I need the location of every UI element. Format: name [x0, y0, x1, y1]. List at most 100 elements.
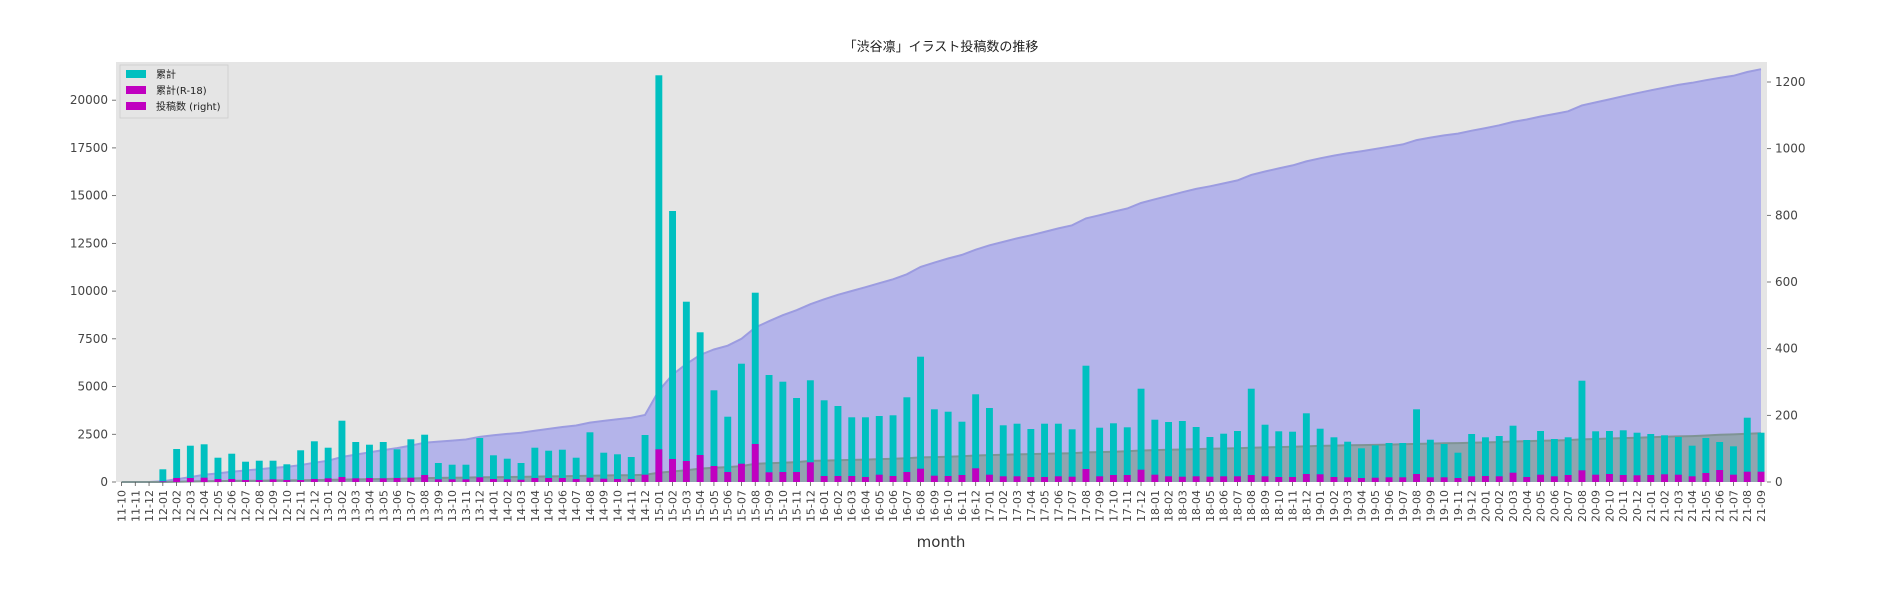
bar-posts: [682, 301, 690, 482]
bar-posts-r18: [1013, 476, 1021, 482]
bar-posts-r18: [765, 472, 773, 482]
x-tick-label: 16-11: [956, 490, 969, 522]
bar-posts: [352, 442, 360, 482]
bar-posts-r18: [1578, 470, 1586, 482]
x-tick-label: 13-11: [460, 490, 473, 522]
right-tick-label: 600: [1775, 275, 1798, 289]
bar-posts: [269, 460, 277, 482]
x-tick-label: 18-11: [1287, 490, 1300, 522]
bar-posts-r18: [159, 481, 167, 482]
bar-posts-r18: [1096, 476, 1104, 482]
bar-posts-r18: [324, 478, 332, 482]
bar-posts-r18: [930, 475, 938, 482]
x-tick-label: 20-11: [1617, 490, 1630, 522]
left-tick-label: 7500: [77, 332, 108, 346]
bar-posts: [1192, 427, 1200, 482]
bar-posts: [820, 400, 828, 482]
bar-layer: [159, 75, 1765, 483]
x-tick-label: 20-05: [1535, 490, 1548, 522]
bar-posts-r18: [1426, 477, 1434, 482]
x-tick-label: 13-03: [350, 490, 363, 522]
x-tick-label: 21-02: [1659, 490, 1672, 522]
bar-posts: [545, 450, 553, 482]
bar-posts: [503, 458, 511, 482]
bar-posts: [614, 454, 621, 482]
x-tick-label: 19-05: [1369, 490, 1382, 522]
x-tick-label: 13-02: [336, 490, 349, 522]
bar-posts-r18: [1716, 470, 1724, 482]
x-tick-label: 16-10: [942, 490, 955, 522]
bar-posts: [324, 447, 332, 482]
bar-posts: [462, 464, 470, 482]
left-tick-label: 5000: [77, 380, 108, 394]
x-tick-label: 16-04: [859, 490, 872, 522]
bar-posts-r18: [1358, 478, 1365, 482]
x-tick-label: 13-04: [363, 490, 376, 522]
bar-posts-r18: [1220, 476, 1228, 482]
bar-posts: [531, 447, 539, 482]
bar-posts: [407, 439, 415, 482]
bar-posts-r18: [944, 476, 952, 482]
bar-posts-r18: [1661, 474, 1668, 482]
x-tick-label: 14-06: [556, 490, 569, 522]
x-tick-label: 16-01: [818, 490, 831, 522]
bar-posts: [1289, 431, 1296, 482]
bar-posts-r18: [724, 472, 732, 482]
bar-posts: [228, 453, 236, 482]
right-tick-label: 0: [1775, 475, 1783, 489]
bar-posts-r18: [366, 478, 373, 482]
bar-posts: [1151, 419, 1159, 482]
bar-posts-r18: [669, 459, 676, 482]
bar-posts: [1606, 431, 1613, 482]
legend-swatch-cumulative-r18: [126, 86, 146, 94]
bar-posts: [1716, 442, 1724, 482]
x-tick-label: 12-04: [198, 490, 211, 522]
x-tick-label: 15-07: [735, 490, 748, 522]
legend: 累計 累計(R-18) 投稿数 (right): [119, 64, 229, 119]
bar-posts-r18: [1054, 476, 1062, 482]
bar-posts: [641, 435, 649, 482]
bar-posts-r18: [1041, 477, 1048, 482]
bar-posts-r18: [228, 479, 236, 482]
x-tick-label: 17-09: [1094, 490, 1107, 522]
x-tick-label: 16-08: [915, 490, 928, 522]
bar-posts: [903, 397, 911, 482]
bar-posts-r18: [1482, 476, 1489, 482]
bar-posts: [1757, 432, 1765, 482]
left-tick-label: 0: [100, 475, 108, 489]
bar-posts-r18: [1399, 477, 1407, 482]
bar-posts-r18: [1247, 475, 1255, 482]
bar-posts-r18: [1123, 475, 1131, 482]
x-tick-label: 15-09: [763, 490, 776, 522]
x-tick-label: 13-06: [391, 490, 404, 522]
x-tick-label: 17-05: [1039, 490, 1052, 522]
x-tick-label: 12-11: [295, 490, 308, 522]
x-tick-label: 12-10: [281, 490, 294, 522]
left-tick-label: 15000: [70, 189, 108, 203]
bar-posts-r18: [903, 472, 911, 482]
bar-posts: [1096, 427, 1104, 482]
x-tick-label: 18-08: [1245, 490, 1258, 522]
bar-posts: [255, 460, 263, 482]
bar-posts-r18: [503, 479, 511, 482]
bar-posts-r18: [986, 474, 993, 482]
x-tick-label: 12-07: [239, 490, 252, 522]
bar-posts: [1302, 413, 1310, 482]
bar-posts-r18: [338, 477, 346, 482]
x-tick-label: 15-11: [791, 490, 804, 522]
x-tick-label: 16-05: [873, 490, 886, 522]
bar-posts: [1165, 422, 1172, 482]
x-tick-label: 18-10: [1273, 490, 1286, 522]
x-tick-label: 15-03: [680, 490, 693, 522]
bar-posts-r18: [710, 466, 718, 482]
x-tick-label: 20-07: [1562, 490, 1575, 522]
bar-posts: [696, 332, 704, 482]
bar-posts-r18: [448, 479, 456, 482]
bar-posts: [889, 415, 897, 482]
bar-posts-r18: [1275, 477, 1283, 482]
bar-posts-r18: [490, 479, 497, 482]
bar-posts: [310, 441, 318, 482]
x-tick-label: 14-05: [543, 490, 556, 522]
x-tick-label: 14-12: [639, 490, 652, 522]
x-tick-label: 13-09: [432, 490, 445, 522]
